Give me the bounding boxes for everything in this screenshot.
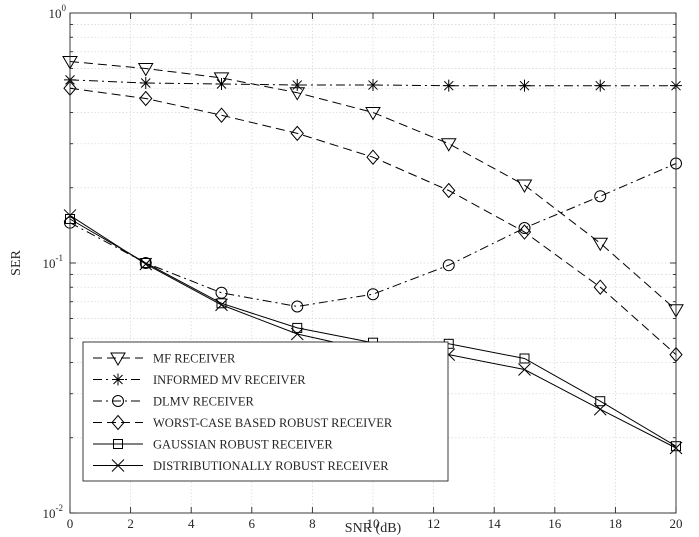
data-point xyxy=(519,353,530,364)
legend-label: INFORMED MV RECEIVER xyxy=(153,373,306,387)
data-point xyxy=(518,363,531,376)
x-tick-labels: 0 2 4 6 8 10 12 14 16 18 20 xyxy=(67,516,683,531)
data-point xyxy=(290,125,304,142)
x-tick-label: 14 xyxy=(488,516,502,531)
plot-frame xyxy=(69,12,677,514)
data-point xyxy=(213,72,230,86)
y-tick-label: 10-2 xyxy=(43,503,64,521)
x-tick-label: 12 xyxy=(427,516,440,531)
data-point xyxy=(592,237,609,252)
data-point xyxy=(367,79,379,92)
data-point xyxy=(518,222,531,235)
x-tick-label: 2 xyxy=(127,516,134,531)
legend: MF RECEIVER INFORMED MV RECEIVER DLMV RECE… xyxy=(82,341,449,482)
data-point xyxy=(215,77,228,90)
legend-item: MF RECEIVER xyxy=(93,352,236,366)
data-point xyxy=(367,288,379,301)
legend-label: GAUSSIAN ROBUST RECEIVER xyxy=(153,438,333,452)
data-point xyxy=(518,79,531,92)
legend-label: DLMV RECEIVER xyxy=(153,395,254,409)
legend-item: WORST-CASE BASED ROBUST RECEIVER xyxy=(93,414,393,431)
data-point xyxy=(139,257,153,271)
data-point xyxy=(291,79,304,92)
data-point xyxy=(139,90,153,107)
series-4 xyxy=(63,80,683,363)
x-tick-label: 10 xyxy=(367,516,380,531)
legend-box xyxy=(82,341,449,482)
data-point xyxy=(140,258,151,268)
legend-marker xyxy=(111,459,125,472)
x-tick-label: 8 xyxy=(309,516,316,531)
data-point xyxy=(139,257,152,269)
legend-item: GAUSSIAN ROBUST RECEIVER xyxy=(93,438,333,452)
data-point xyxy=(594,79,607,92)
grid xyxy=(70,13,676,513)
x-tick-label: 18 xyxy=(609,516,622,531)
series-2 xyxy=(64,73,682,92)
data-point xyxy=(137,62,154,77)
data-point xyxy=(593,402,607,416)
data-point xyxy=(215,286,228,299)
legend-marker xyxy=(110,352,126,366)
legend-label: DISTRIBUTIONALLY ROBUST RECEIVER xyxy=(153,459,389,473)
data-point xyxy=(442,79,455,92)
legend-item: DLMV RECEIVER xyxy=(93,395,254,409)
y-tick-labels: 100 10-1 10-2 xyxy=(43,3,67,521)
legend-label: WORST-CASE BASED ROBUST RECEIVER xyxy=(153,416,393,430)
x-tick-label: 20 xyxy=(670,516,683,531)
x-tick-label: 6 xyxy=(249,516,256,531)
x-tick-label: 16 xyxy=(548,516,562,531)
legend-marker xyxy=(113,439,123,449)
data-point xyxy=(594,190,607,203)
data-point xyxy=(292,322,303,333)
legend-marker xyxy=(112,395,124,407)
data-point xyxy=(215,298,228,312)
legend-marker xyxy=(111,414,125,431)
legend-label: MF RECEIVER xyxy=(153,352,236,366)
x-tick-label: 4 xyxy=(188,516,195,531)
data-point xyxy=(139,76,152,89)
data-point xyxy=(291,300,304,313)
data-point xyxy=(442,259,455,272)
data-point xyxy=(440,138,457,152)
series-line xyxy=(69,87,677,355)
legend-item: INFORMED MV RECEIVER xyxy=(93,373,306,387)
data-point xyxy=(442,182,456,199)
series-line xyxy=(69,79,676,87)
series-line xyxy=(69,61,677,311)
y-tick-label: 100 xyxy=(49,3,67,21)
data-point xyxy=(517,224,532,240)
legend-marker xyxy=(112,373,124,386)
data-point xyxy=(214,107,229,124)
data-point xyxy=(365,106,381,121)
x-axis-label: SNR (dB) xyxy=(345,521,402,536)
y-tick-label: 10-1 xyxy=(43,253,64,271)
data-point xyxy=(366,149,380,165)
x-tick-label: 0 xyxy=(67,516,74,531)
data-point xyxy=(516,179,533,194)
data-point xyxy=(290,327,304,341)
y-axis-label: SER xyxy=(9,250,24,276)
data-point xyxy=(595,396,606,407)
data-point xyxy=(593,279,607,295)
data-point xyxy=(216,298,227,309)
series-1 xyxy=(62,55,684,318)
legend-item: DISTRIBUTIONALLY ROBUST RECEIVER xyxy=(93,459,389,473)
